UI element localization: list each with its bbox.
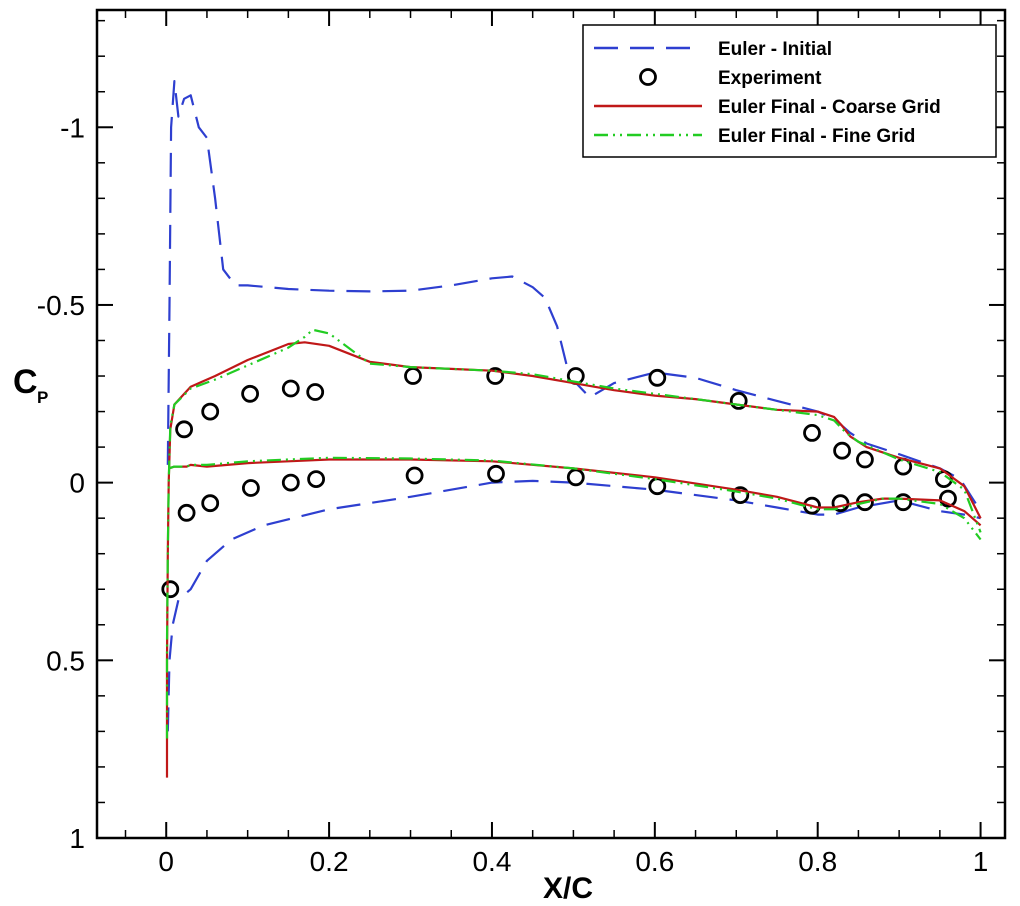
legend-entry-coarse-grid: Euler Final - Coarse Grid: [594, 97, 941, 118]
y-axis-title: C P: [13, 363, 48, 407]
y-tick-label: 0.5: [46, 645, 85, 676]
experiment-point: [175, 420, 194, 439]
experiment-point: [803, 423, 821, 442]
legend-swatch-experiment: [639, 68, 657, 86]
legend-entry-euler-initial: Euler - Initial: [594, 39, 832, 60]
x-tick-label: 1: [973, 846, 989, 877]
y-tick-label: 0: [69, 468, 85, 499]
experiment-point: [241, 479, 260, 497]
experiment-point: [281, 473, 300, 492]
experiment-point: [201, 402, 220, 421]
experiment-point: [648, 368, 667, 387]
experiment-point: [241, 384, 260, 403]
series-line-euler-final-fine-grid-lower: [168, 456, 982, 541]
experiment-point: [833, 441, 851, 460]
experiment-point: [404, 367, 422, 385]
tick-labels: 0 0.2 0.4 0.6 0.8 1 -1 -0.5 0 0.5 1: [37, 112, 989, 877]
experiment-point: [177, 503, 196, 522]
y-tick-label: -1: [60, 112, 85, 143]
plot-frame: [95, 8, 1007, 840]
y-tick-label: 1: [69, 823, 85, 854]
y-tick-label: -0.5: [37, 290, 85, 321]
legend-label-fine-grid: Euler Final - Fine Grid: [718, 126, 915, 147]
experiment-point: [487, 464, 505, 483]
experiment-point: [566, 468, 585, 487]
experiment-point: [306, 383, 325, 401]
experiment-point: [201, 494, 220, 513]
x-tick-label: 0: [158, 846, 174, 877]
series-euler-final-fine-grid: [165, 328, 982, 739]
legend-entry-fine-grid: Euler Final - Fine Grid: [594, 126, 915, 147]
x-tick-label: 0.4: [472, 846, 511, 877]
legend-entry-experiment: Experiment: [639, 68, 822, 89]
legend: Euler - Initial Experiment Euler Final -…: [582, 24, 997, 158]
legend-label-coarse-grid: Euler Final - Coarse Grid: [718, 97, 941, 118]
series-line-euler-final-fine-grid-upper: [165, 328, 982, 739]
experiment-point: [856, 450, 874, 469]
legend-label-experiment: Experiment: [718, 68, 822, 89]
experiment-point: [307, 470, 326, 489]
x-tick-label: 0.2: [310, 846, 349, 877]
svg-text:P: P: [37, 388, 48, 407]
series-line-euler-initial-upper: [166, 80, 982, 512]
legend-label-euler-initial: Euler - Initial: [718, 39, 832, 60]
x-tick-label: 0.6: [635, 846, 674, 877]
svg-text:C: C: [13, 363, 38, 401]
experiment-point: [405, 466, 424, 485]
x-axis-title: X/C: [543, 872, 593, 905]
experiment-point: [894, 493, 913, 512]
experiment-point: [281, 379, 300, 398]
x-tick-label: 0.8: [798, 846, 837, 877]
experiment-point: [161, 580, 180, 599]
series-layer: [161, 80, 982, 778]
